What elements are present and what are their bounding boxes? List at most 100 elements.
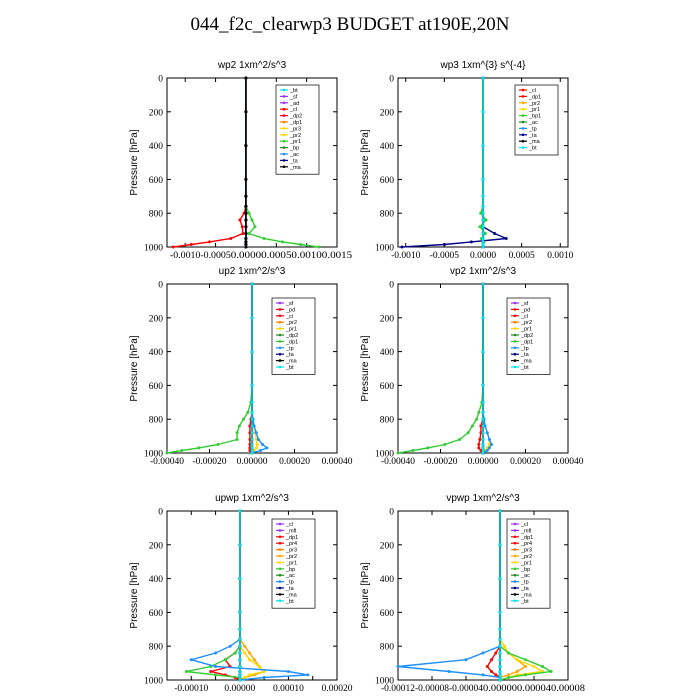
y-tick-label: 1000 xyxy=(144,244,163,254)
data-point xyxy=(244,211,248,215)
data-point xyxy=(248,431,252,435)
data-point xyxy=(481,243,485,246)
series-line xyxy=(239,511,266,681)
data-point xyxy=(481,417,485,421)
data-point xyxy=(197,446,201,450)
data-point xyxy=(498,543,502,547)
legend-label: _pr1 xyxy=(285,560,297,566)
data-point xyxy=(396,665,400,668)
data-point xyxy=(507,676,510,679)
legend-label: _pr1 xyxy=(520,327,532,333)
legend-marker xyxy=(513,567,517,571)
legend-label: _pr1 xyxy=(528,107,540,113)
series-bt xyxy=(481,282,485,455)
series-line xyxy=(397,284,484,454)
data-point xyxy=(487,443,491,446)
data-point xyxy=(481,232,485,235)
panel-title: wp2 1xm^2/s^3 xyxy=(217,60,287,71)
legend-marker xyxy=(278,529,282,532)
data-point xyxy=(280,240,284,244)
legend-marker xyxy=(513,340,517,343)
y-tick-label: 800 xyxy=(149,643,164,653)
legend-marker xyxy=(521,101,525,105)
y-axis-label: Pressure [hPa] xyxy=(360,129,371,195)
data-point xyxy=(250,449,254,452)
y-tick-label: 400 xyxy=(380,142,395,152)
x-tick-label: 0.00000 xyxy=(483,684,517,694)
data-point xyxy=(481,240,485,244)
series-line xyxy=(166,284,253,454)
y-tick-label: 0 xyxy=(389,75,394,85)
y-tick-label: 800 xyxy=(380,210,395,220)
data-point xyxy=(256,438,260,441)
legend-marker xyxy=(282,114,286,117)
x-tick-label: 0.0015 xyxy=(322,251,353,261)
series-ma xyxy=(244,76,248,249)
x-tick-label: 0.00004 xyxy=(517,684,551,694)
legend-label: _dp1 xyxy=(528,94,541,100)
legend-marker xyxy=(513,365,517,369)
data-point xyxy=(502,644,506,648)
data-point xyxy=(481,431,485,435)
data-point xyxy=(481,76,485,80)
series-dp1 xyxy=(209,509,242,682)
series-pd xyxy=(248,282,254,455)
data-point xyxy=(481,400,485,404)
x-tick-label: -0.0010 xyxy=(391,251,421,261)
y-tick-label: 600 xyxy=(149,176,164,186)
legend-marker xyxy=(513,359,517,362)
data-point xyxy=(498,651,502,655)
legend-marker xyxy=(513,522,517,526)
data-point xyxy=(494,651,498,655)
data-point xyxy=(411,449,415,452)
legend-box xyxy=(506,518,551,609)
y-tick-label: 400 xyxy=(149,348,164,358)
legend-marker xyxy=(521,120,525,124)
legend-label: _ac xyxy=(528,120,538,126)
data-point xyxy=(250,446,254,450)
data-point xyxy=(248,443,252,446)
series-bt xyxy=(481,76,485,249)
y-tick-label: 200 xyxy=(380,314,395,324)
x-tick-label: -0.00020 xyxy=(423,457,457,467)
chart-panel-1: wp2 1xm^2/s^3 0 200 400 600 800 1000 -0.0010 -0.… xyxy=(129,60,352,261)
data-point xyxy=(481,211,485,215)
data-point xyxy=(214,651,218,655)
legend-label: _ta xyxy=(285,586,295,592)
legend-marker xyxy=(282,146,286,149)
data-point xyxy=(524,665,527,668)
data-point xyxy=(250,431,254,435)
series-line xyxy=(251,284,269,454)
y-axis-label: Pressure [hPa] xyxy=(129,129,140,195)
data-point xyxy=(250,417,254,421)
legend-marker xyxy=(282,95,286,98)
data-point xyxy=(235,431,239,435)
data-point xyxy=(481,410,485,414)
legend-label: _mfl xyxy=(520,528,531,534)
data-point xyxy=(244,225,248,229)
x-tick-label: -0.0005 xyxy=(430,251,460,261)
legend-marker xyxy=(282,159,286,162)
x-tick-label: 0.00000 xyxy=(237,457,268,467)
x-tick-label: -0.00040 xyxy=(381,457,415,467)
data-point xyxy=(498,644,502,648)
data-point xyxy=(180,449,184,452)
x-tick-label: 0.0005 xyxy=(509,251,535,261)
legend-label: _sf xyxy=(285,301,294,307)
data-point xyxy=(250,410,254,414)
legend-marker xyxy=(513,314,517,318)
legend-marker xyxy=(282,101,286,105)
legend-label: _pr2 xyxy=(520,320,532,326)
data-point xyxy=(254,446,258,450)
data-point xyxy=(265,446,269,450)
data-point xyxy=(189,658,193,662)
data-point xyxy=(481,438,485,441)
legend-label: _ac xyxy=(520,573,530,579)
data-point xyxy=(209,670,213,673)
legend-marker xyxy=(278,365,282,369)
legend-label: _cl xyxy=(520,522,528,528)
legend-label: _pd xyxy=(520,307,530,313)
data-point xyxy=(238,637,242,641)
data-point xyxy=(515,670,519,673)
legend-marker xyxy=(521,114,525,117)
